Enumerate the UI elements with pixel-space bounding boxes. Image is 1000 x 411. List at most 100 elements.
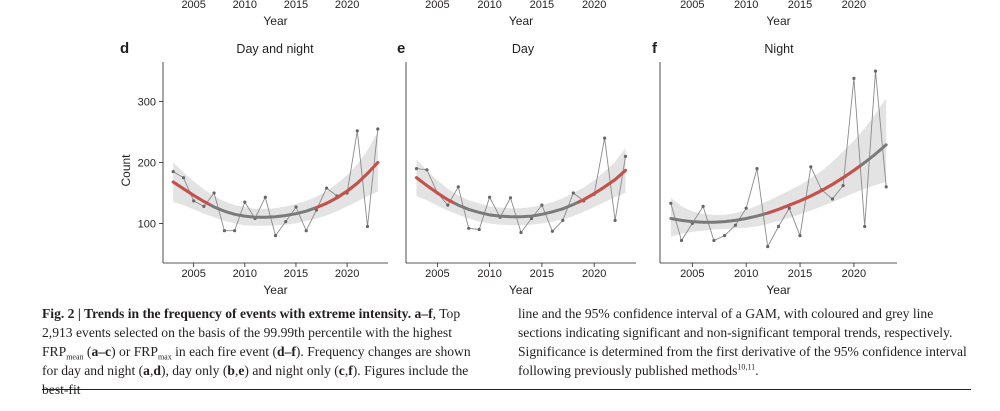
top-row-x-tick-label: 2010	[233, 0, 257, 11]
observed-point	[171, 170, 175, 174]
x-tick-label: 2020	[842, 268, 866, 280]
observed-point	[733, 223, 738, 227]
top-row-x-tick-label: 2015	[530, 0, 554, 11]
x-tick-label: 2020	[582, 268, 606, 280]
top-row-x-tick-label: 2005	[680, 0, 704, 11]
observed-point	[669, 201, 673, 205]
y-tick-label: 300	[138, 97, 156, 109]
observed-point	[294, 205, 298, 209]
panel-e: Day 2005 2010 2015 2020 Year	[405, 42, 636, 297]
x-tick-label: 2005	[425, 268, 449, 280]
observed-point	[873, 69, 878, 73]
observed-point	[787, 206, 791, 210]
x-tick-label: 2015	[788, 268, 812, 280]
y-tick-label: 100	[138, 218, 156, 230]
x-tick-label: 2010	[233, 268, 257, 280]
observed-point	[222, 229, 226, 233]
observed-point	[212, 191, 216, 195]
observed-point	[841, 184, 845, 188]
figure-caption-column-2: line and the 95% confidence interval of …	[518, 306, 967, 378]
observed-point	[284, 220, 288, 224]
x-tick-label: 2010	[477, 268, 501, 280]
top-row-x-tick-label: 2020	[335, 0, 359, 11]
panel-letter-e: e	[397, 40, 405, 57]
top-row-x-tick-label: 2005	[425, 0, 449, 11]
observed-point	[192, 199, 196, 203]
observed-point	[744, 206, 748, 210]
top-row-x-axis-label: Year	[766, 14, 790, 28]
observed-point	[273, 234, 278, 238]
observed-point	[414, 167, 419, 171]
panel-title: Day	[512, 42, 535, 56]
panel-letter-f: f	[652, 40, 658, 57]
observed-point	[623, 154, 628, 158]
observed-point	[540, 203, 544, 207]
top-row-x-axis-label: Year	[263, 14, 287, 28]
x-axis-label: Year	[263, 283, 287, 297]
panel-f: Night 2005 2010 2015 2020 Year	[659, 42, 897, 297]
observed-point	[467, 226, 471, 230]
panel-d: Day and night 2005 2010 2015 2020 Year 100 200 3…	[119, 42, 388, 297]
observed-point	[679, 238, 684, 243]
observed-point	[425, 168, 429, 172]
observed-point	[603, 136, 607, 140]
x-tick-label: 2010	[734, 268, 758, 280]
observed-point	[508, 196, 513, 200]
figure-caption-column-1: Fig. 2 | Trends in the frequency of even…	[42, 306, 471, 397]
gam-fit-significant	[171, 180, 211, 206]
observed-point	[571, 191, 575, 195]
gam-fit-significant	[766, 165, 861, 215]
observed-point	[488, 195, 492, 199]
x-axis-label: Year	[509, 283, 533, 297]
observed-point	[325, 186, 329, 190]
observed-point	[830, 197, 835, 201]
top-row-x-axis-label: Year	[509, 14, 533, 28]
x-tick-label: 2015	[284, 268, 308, 280]
observed-point	[181, 176, 186, 180]
observed-point	[376, 127, 380, 131]
observed-point	[712, 238, 716, 243]
top-row-x-tick-label: 2020	[842, 0, 866, 11]
top-row-partial-panels: 2005 2010 2015 2020 Year 2005 2010 2015 2020 Year…	[181, 0, 866, 28]
gam-fit-significant	[415, 176, 455, 204]
top-row-x-tick-label: 2010	[734, 0, 758, 11]
panel-title: Day and night	[236, 42, 314, 56]
observed-point	[809, 165, 813, 169]
observed-point	[776, 224, 781, 229]
observed-point	[233, 229, 237, 233]
y-tick-label: 200	[138, 158, 156, 170]
confidence-band	[416, 147, 626, 226]
observed-point	[852, 76, 856, 80]
x-tick-label: 2020	[335, 268, 359, 280]
observed-point	[519, 230, 523, 235]
observed-point	[355, 129, 359, 133]
top-row-x-tick-label: 2015	[788, 0, 812, 11]
observed-point	[446, 203, 450, 207]
observed-point	[798, 234, 802, 238]
observed-point	[884, 185, 888, 189]
x-tick-label: 2005	[680, 268, 704, 280]
observed-point	[766, 245, 770, 249]
top-row-x-tick-label: 2015	[284, 0, 308, 11]
y-axis-label: Count	[119, 154, 133, 187]
observed-point	[477, 227, 481, 232]
observed-point	[243, 200, 247, 204]
gam-fit-significant	[577, 168, 627, 204]
top-row-x-tick-label: 2010	[477, 0, 501, 11]
panel-title: Night	[764, 42, 794, 56]
x-tick-label: 2005	[181, 268, 205, 280]
x-axis-label: Year	[766, 283, 790, 297]
observed-point	[529, 216, 534, 221]
x-tick-label: 2015	[530, 268, 554, 280]
observed-point	[365, 224, 370, 229]
page-rule	[42, 389, 971, 390]
observed-point	[613, 218, 617, 222]
observed-point	[456, 185, 460, 189]
observed-point	[202, 204, 206, 208]
observed-point	[561, 218, 565, 222]
observed-point	[723, 234, 727, 238]
observed-point	[863, 224, 867, 229]
observed-point	[550, 229, 555, 233]
gam-fit-significant	[314, 161, 380, 210]
panel-letter-d: d	[120, 40, 129, 57]
